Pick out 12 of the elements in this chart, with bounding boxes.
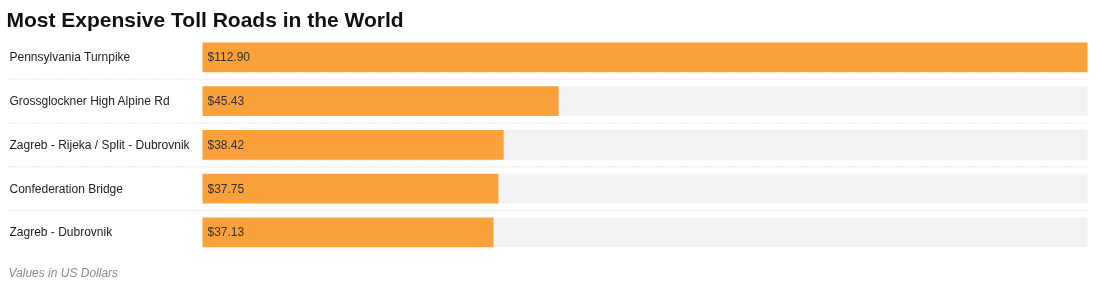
data-label: $38.42 (207, 137, 245, 152)
data-label: $112.90 (207, 50, 251, 65)
data-label: $45.43 (207, 94, 245, 109)
y-tick-label: Grossglockner High Alpine Rd (9, 94, 170, 109)
chart-title: Most Expensive Toll Roads in the World (6, 7, 404, 31)
data-label: $37.75 (207, 181, 245, 196)
y-tick-label: Pennsylvania Turnpike (9, 50, 131, 65)
y-tick-label: Confederation Bridge (9, 181, 124, 196)
y-tick-label: Zagreb - Dubrovnik (9, 225, 114, 240)
data-label: $37.13 (207, 225, 245, 240)
text: Values in US Dollars (8, 265, 119, 280)
y-tick-label: Zagreb - Rijeka / Split - Dubrovnik (9, 137, 191, 152)
